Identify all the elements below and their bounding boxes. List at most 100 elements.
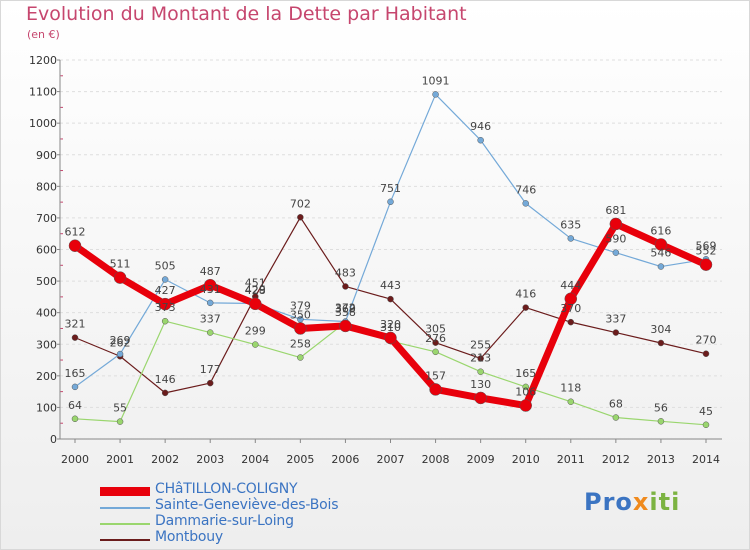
x-tick-label: 2006	[331, 453, 359, 466]
data-point	[116, 350, 124, 358]
data-label: 379	[290, 299, 311, 312]
legend-swatch	[100, 507, 150, 509]
data-point	[477, 355, 484, 362]
data-label: 483	[335, 266, 356, 279]
data-point	[702, 421, 710, 429]
data-point	[432, 91, 439, 98]
x-tick-label: 2000	[61, 453, 89, 466]
data-point	[702, 350, 710, 357]
data-label: 1091	[422, 74, 450, 87]
legend-label: CHâTILLON-COLIGNY	[155, 481, 298, 497]
data-point	[474, 391, 487, 405]
data-point	[297, 214, 304, 221]
legend-label: Dammarie-sur-Loing	[155, 513, 294, 529]
data-point	[522, 304, 529, 311]
data-point	[429, 383, 442, 396]
data-label: 270	[696, 334, 717, 347]
data-label: 505	[155, 260, 176, 273]
data-label: 369	[335, 302, 356, 315]
data-point	[477, 136, 484, 144]
data-point	[116, 418, 124, 425]
data-point	[567, 398, 575, 405]
data-point	[567, 318, 575, 326]
x-tick-label: 2012	[602, 453, 630, 466]
data-label: 165	[515, 367, 536, 380]
data-label: 157	[425, 369, 446, 382]
data-point	[612, 414, 620, 421]
data-point	[657, 418, 665, 425]
y-tick-label: 900	[36, 149, 57, 162]
data-point	[387, 295, 394, 303]
data-label: 612	[65, 226, 86, 239]
y-tick-label: 1000	[29, 117, 57, 130]
data-label: 552	[696, 245, 717, 258]
x-tick-label: 2007	[377, 453, 405, 466]
data-label: 569	[696, 239, 717, 252]
data-label: 487	[200, 265, 221, 278]
data-label: 177	[200, 363, 221, 376]
data-label: 431	[200, 283, 221, 296]
chart-unit: (en €)	[27, 28, 60, 41]
y-tick-label: 100	[36, 401, 57, 414]
y-tick-label: 700	[36, 212, 57, 225]
data-label: 118	[560, 382, 581, 395]
data-label: 258	[290, 338, 311, 351]
x-tick-label: 2004	[241, 453, 269, 466]
data-label: 337	[605, 313, 626, 326]
data-label: 946	[470, 120, 491, 133]
data-point	[699, 258, 713, 271]
data-point	[387, 198, 394, 206]
x-tick-label: 2008	[422, 453, 450, 466]
legend-swatch	[100, 523, 150, 525]
data-label: 310	[380, 321, 401, 334]
y-tick-label: 0	[50, 433, 57, 446]
data-point	[252, 341, 259, 348]
data-point	[206, 299, 214, 307]
y-tick-label: 800	[36, 180, 57, 193]
data-label: 616	[650, 224, 671, 237]
legend-label: Montbouy	[155, 529, 224, 545]
data-point	[71, 415, 79, 423]
data-point	[522, 383, 529, 391]
data-point	[432, 348, 439, 356]
data-label: 106	[515, 386, 536, 399]
data-point	[203, 278, 217, 292]
data-point	[113, 271, 127, 284]
y-tick-label: 600	[36, 244, 57, 257]
y-tick-label: 300	[36, 338, 57, 351]
data-label: 269	[110, 334, 131, 347]
data-label: 255	[470, 338, 491, 351]
data-label: 45	[699, 405, 713, 418]
data-point	[612, 249, 620, 256]
legend-swatch	[100, 539, 150, 541]
x-tick-label: 2009	[467, 453, 495, 466]
data-point	[654, 238, 668, 251]
data-point	[477, 368, 484, 375]
legend-label: Sainte-Geneviève-des-Bois	[155, 497, 339, 513]
data-label: 213	[470, 352, 491, 365]
data-label: 416	[515, 288, 536, 301]
data-point	[294, 322, 307, 335]
data-point	[161, 389, 169, 397]
data-label: 305	[425, 323, 446, 336]
data-label: 146	[155, 373, 176, 386]
data-label: 320	[380, 318, 401, 331]
data-point	[71, 383, 79, 391]
data-label: 429	[245, 284, 266, 297]
data-point	[432, 339, 439, 346]
data-point	[564, 292, 578, 306]
data-label: 64	[68, 399, 82, 412]
x-tick-label: 2002	[151, 453, 179, 466]
x-tick-label: 2014	[692, 453, 720, 466]
data-point	[342, 283, 349, 290]
data-label: 702	[290, 197, 311, 210]
data-label: 428	[245, 284, 266, 297]
data-point	[612, 329, 620, 336]
data-label: 299	[245, 325, 266, 338]
data-point	[522, 200, 529, 207]
y-tick-label: 200	[36, 370, 57, 383]
data-point	[71, 334, 79, 341]
data-label: 350	[290, 308, 311, 321]
data-label: 370	[560, 302, 581, 315]
data-label: 68	[609, 398, 623, 411]
